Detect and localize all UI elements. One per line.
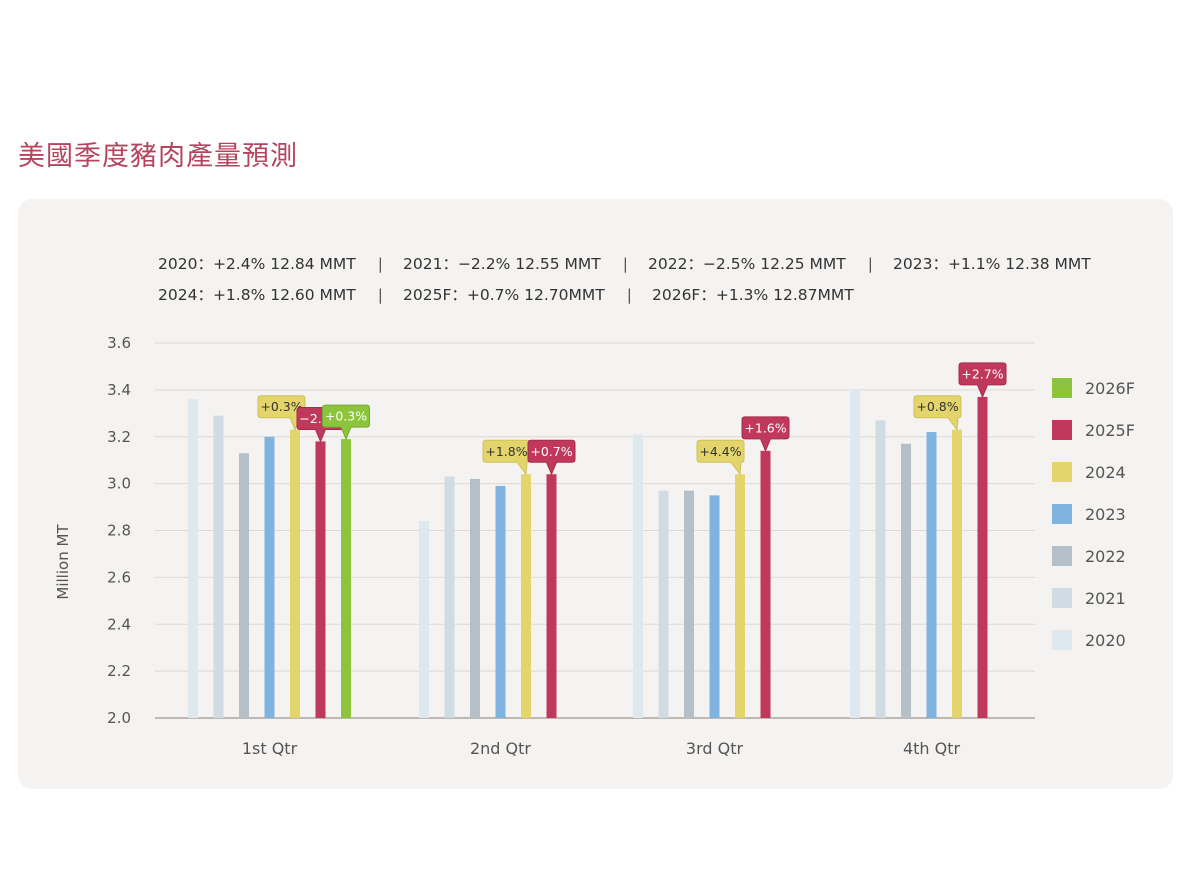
- callout-2024-3rd-qtr: [696, 439, 745, 476]
- y-tick-label: 3.6: [107, 334, 131, 352]
- callout-label: +1.6%: [744, 420, 786, 435]
- bar-2024-1st-qtr: [290, 429, 300, 718]
- callout-label: +0.8%: [916, 399, 958, 414]
- bar-2026f-1st-qtr: [341, 439, 351, 718]
- bar-2023-1st-qtr: [264, 436, 275, 718]
- bar-2020-2nd-qtr: [419, 521, 429, 718]
- legend-swatch-2022: [1052, 546, 1072, 566]
- legend-swatch-2020: [1052, 630, 1072, 650]
- bar-2023-4th-qtr: [926, 432, 937, 718]
- legend-swatch-2026f: [1052, 378, 1072, 398]
- x-tick-label: 4th Qtr: [903, 739, 961, 758]
- y-tick-label: 2.2: [107, 662, 131, 680]
- callout-label: +4.4%: [699, 444, 741, 459]
- bar-2021-3rd-qtr: [658, 490, 669, 718]
- callout-label: +0.7%: [530, 444, 572, 459]
- legend-label: 2024: [1085, 463, 1126, 482]
- summary-separator: |: [377, 255, 383, 273]
- y-tick-label: 3.2: [107, 428, 131, 446]
- bar-2022-1st-qtr: [239, 453, 249, 718]
- callout-2025f-2nd-qtr: [527, 439, 576, 476]
- y-tick-label: 2.4: [107, 615, 131, 633]
- legend-swatch-2024: [1052, 462, 1072, 482]
- summary-line-2: 2024：+1.8% 12.60 MMT | 2025F：+0.7% 12.70MM…: [158, 283, 854, 305]
- y-tick-label: 2.0: [107, 709, 131, 727]
- summary-separator: |: [867, 255, 873, 273]
- legend-label: 2022: [1085, 547, 1126, 566]
- y-tick-label: 2.8: [107, 522, 131, 540]
- callout-2024-4th-qtr: [913, 395, 962, 432]
- summary-separator: |: [622, 255, 628, 273]
- bar-2021-2nd-qtr: [444, 476, 455, 718]
- bar-2025f-2nd-qtr: [546, 474, 557, 718]
- summary-item-2025f: 2025F：+0.7% 12.70MMT: [403, 286, 605, 304]
- bar-2021-4th-qtr: [875, 420, 886, 718]
- bar-2025f-1st-qtr: [315, 441, 326, 718]
- callout-2025f-4th-qtr: [958, 362, 1007, 399]
- bar-2020-1st-qtr: [188, 399, 198, 718]
- callout-2026f-1st-qtr: [322, 404, 370, 441]
- y-tick-label: 3.4: [107, 381, 131, 399]
- summary-item-2022: 2022：−2.5% 12.25 MMT: [648, 255, 846, 273]
- callout-label: +0.3%: [260, 399, 302, 414]
- bar-2022-4th-qtr: [901, 443, 911, 718]
- x-tick-label: 2nd Qtr: [470, 739, 531, 758]
- y-tick-label: 2.6: [107, 568, 131, 586]
- summary-item-2023: 2023：+1.1% 12.38 MMT: [893, 255, 1091, 273]
- bar-2025f-3rd-qtr: [760, 450, 771, 718]
- callout-label: +2.7%: [961, 366, 1003, 381]
- x-tick-label: 1st Qtr: [242, 739, 298, 758]
- bar-2024-4th-qtr: [952, 429, 962, 718]
- legend-label: 2021: [1085, 589, 1126, 608]
- legend-swatch-2023: [1052, 504, 1072, 524]
- y-tick-label: 3.0: [107, 475, 131, 493]
- summary-separator: |: [377, 286, 383, 304]
- legend-swatch-2025f: [1052, 420, 1072, 440]
- bar-2021-1st-qtr: [213, 415, 224, 718]
- summary-line-1: 2020：+2.4% 12.84 MMT | 2021：−2.2% 12.55 MM…: [158, 252, 1091, 274]
- bar-2022-2nd-qtr: [470, 478, 480, 718]
- callout-2025f-3rd-qtr: [741, 416, 790, 453]
- legend-label: 2026F: [1085, 379, 1135, 398]
- page-title: 美國季度豬肉產量預測: [18, 141, 298, 172]
- bar-2025f-4th-qtr: [977, 396, 988, 718]
- legend-label: 2025F: [1085, 421, 1135, 440]
- bar-2020-3rd-qtr: [633, 434, 643, 718]
- bar-2024-2nd-qtr: [521, 474, 531, 718]
- summary-item-2026f: 2026F：+1.3% 12.87MMT: [651, 286, 854, 304]
- bar-2023-3rd-qtr: [709, 495, 720, 718]
- legend-label: 2020: [1085, 631, 1126, 650]
- summary-item-2024: 2024：+1.8% 12.60 MMT: [158, 286, 356, 304]
- callout-label: +0.3%: [325, 409, 367, 424]
- legend-label: 2023: [1085, 505, 1126, 524]
- summary-item-2020: 2020：+2.4% 12.84 MMT: [158, 255, 356, 273]
- bar-2022-3rd-qtr: [684, 490, 694, 718]
- summary-item-2021: 2021：−2.2% 12.55 MMT: [403, 255, 601, 273]
- bar-2020-4th-qtr: [850, 389, 860, 718]
- bar-2023-2nd-qtr: [495, 485, 506, 718]
- legend-swatch-2021: [1052, 588, 1072, 608]
- summary-separator: |: [626, 286, 632, 304]
- bar-2024-3rd-qtr: [735, 474, 745, 718]
- x-tick-label: 3rd Qtr: [686, 739, 744, 758]
- callout-label: +1.8%: [485, 444, 527, 459]
- y-axis-label: Million MT: [54, 524, 72, 600]
